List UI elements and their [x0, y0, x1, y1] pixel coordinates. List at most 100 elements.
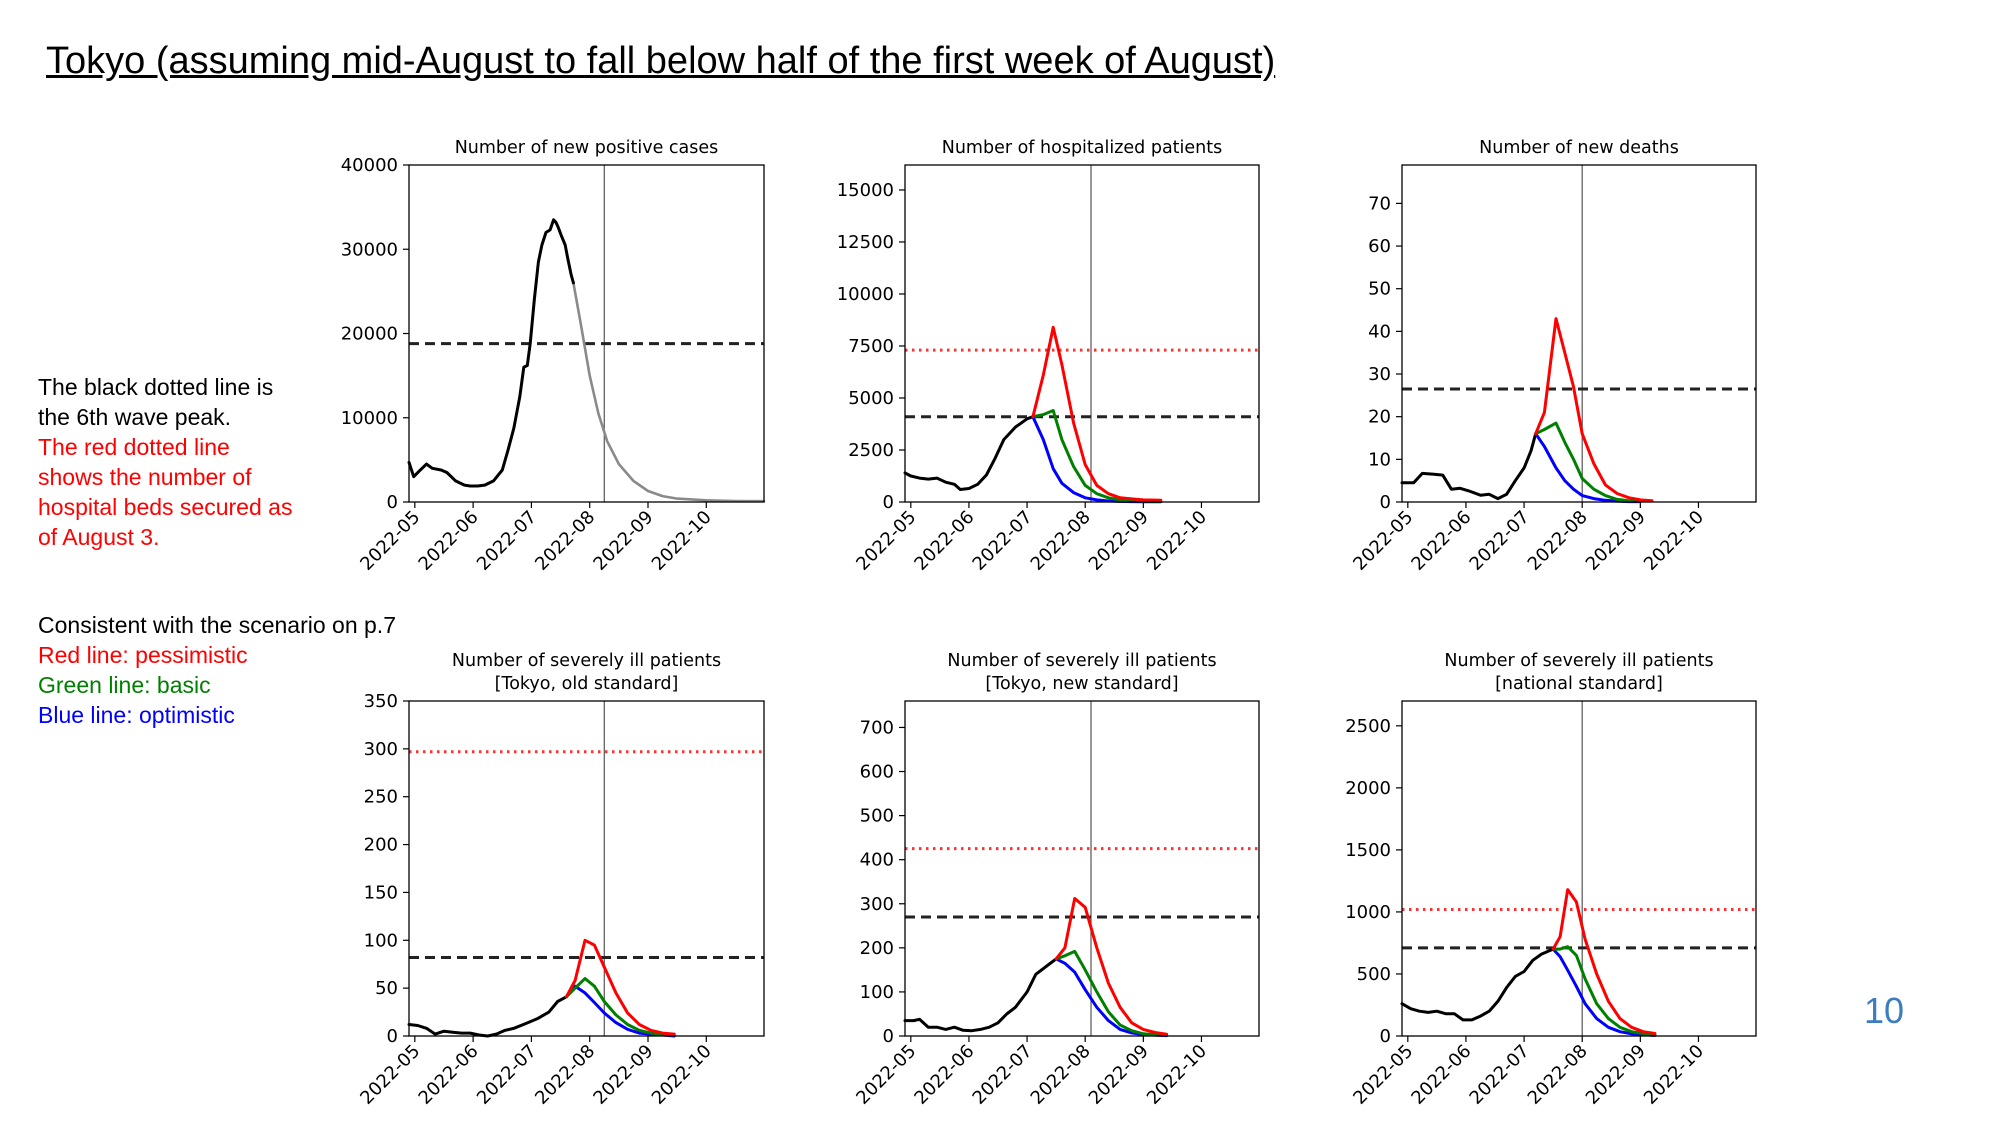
observed-series-line [903, 415, 1035, 491]
y-tick-label: 2000 [1345, 778, 1391, 799]
x-tick-label: 2022-06 [910, 507, 978, 575]
y-tick-label: 0 [1380, 1026, 1391, 1047]
chart-title: Number of severely ill patients [452, 651, 721, 671]
plot-frame [904, 164, 1260, 503]
x-tick-label: 2022-08 [1027, 507, 1095, 575]
x-tick-label: 2022-06 [1407, 1041, 1475, 1109]
y-tick-label: 20000 [341, 324, 398, 345]
x-tick-label: 2022-07 [1466, 1041, 1534, 1109]
y-tick-label: 300 [364, 739, 398, 760]
y-tick-label: 40 [1368, 321, 1391, 342]
chart-panel: Number of severely ill patients [Tokyo, n… [852, 651, 1260, 1109]
x-tick-label: 2022-05 [852, 507, 920, 575]
x-tick-label: 2022-10 [1143, 507, 1211, 575]
y-tick-label: 0 [387, 492, 398, 513]
y-tick-label: 30000 [341, 239, 398, 260]
chart-title: [national standard] [1495, 674, 1663, 694]
y-tick-label: 350 [364, 691, 398, 712]
note-line: Red line: pessimistic [38, 642, 248, 668]
x-tick-label: 2022-09 [1582, 1041, 1650, 1109]
x-tick-label: 2022-09 [589, 1041, 657, 1109]
chart-title: Number of new deaths [1479, 138, 1679, 158]
y-tick-label: 12500 [837, 232, 894, 253]
y-tick-label: 40000 [341, 155, 398, 176]
pessimistic-series-line [1551, 888, 1657, 1035]
x-tick-label: 2022-06 [415, 1041, 483, 1109]
y-tick-label: 10000 [341, 408, 398, 429]
basic-series-line [1534, 421, 1642, 503]
x-tick-label: 2022-09 [1085, 507, 1153, 575]
y-tick-label: 500 [860, 806, 894, 827]
y-tick-label: 700 [860, 717, 894, 738]
note-line: Blue line: optimistic [38, 702, 235, 728]
x-tick-label: 2022-07 [473, 507, 541, 575]
y-tick-label: 100 [364, 930, 398, 951]
x-tick-label: 2022-10 [648, 507, 716, 575]
x-tick-label: 2022-07 [969, 507, 1037, 575]
x-tick-label: 2022-05 [852, 1041, 920, 1109]
x-tick-label: 2022-09 [1582, 507, 1650, 575]
chart-title: [Tokyo, old standard] [495, 674, 679, 694]
slide-title: Tokyo (assuming mid-August to fall below… [46, 40, 1276, 82]
projection-series-line [572, 281, 766, 503]
y-tick-label: 0 [387, 1026, 398, 1047]
x-tick-label: 2022-05 [356, 507, 424, 575]
chart-panel: Number of severely ill patients [Tokyo, o… [356, 651, 765, 1109]
observed-series-line [1400, 947, 1555, 1022]
x-tick-label: 2022-05 [356, 1041, 424, 1109]
y-tick-label: 500 [1357, 964, 1391, 985]
x-tick-label: 2022-10 [1640, 507, 1708, 575]
y-tick-label: 100 [860, 982, 894, 1003]
x-tick-label: 2022-08 [1027, 1041, 1095, 1109]
note-line: of August 3. [38, 524, 160, 550]
page-number: 10 [1864, 990, 1905, 1031]
x-tick-label: 2022-08 [1524, 1041, 1592, 1109]
y-tick-label: 60 [1368, 236, 1391, 257]
x-tick-label: 2022-05 [1349, 1041, 1417, 1109]
chart-panel: Number of severely ill patients [national… [1345, 651, 1757, 1109]
x-tick-label: 2022-10 [1640, 1041, 1708, 1109]
y-tick-label: 0 [1380, 492, 1391, 513]
x-tick-label: 2022-10 [648, 1041, 716, 1109]
y-tick-label: 50 [1368, 279, 1391, 300]
y-tick-label: 0 [883, 1026, 894, 1047]
y-tick-label: 30 [1368, 364, 1391, 385]
y-tick-label: 600 [860, 762, 894, 783]
x-tick-label: 2022-09 [1085, 1041, 1153, 1109]
observed-series-line [407, 995, 568, 1038]
x-tick-label: 2022-06 [415, 507, 483, 575]
x-tick-label: 2022-10 [1143, 1041, 1211, 1109]
pessimistic-series-line [1031, 325, 1163, 502]
legend-note-scenarios: Consistent with the scenario on p.7 Red l… [38, 610, 396, 730]
y-tick-label: 15000 [837, 180, 894, 201]
optimistic-series-line [1031, 415, 1163, 504]
plot-frame [1401, 164, 1757, 503]
y-tick-label: 1500 [1345, 840, 1391, 861]
plot-frame [1401, 700, 1757, 1037]
optimistic-series-line [1054, 957, 1169, 1038]
note-line: The red dotted line [38, 434, 230, 460]
basic-series-line [1551, 945, 1657, 1037]
y-tick-label: 250 [364, 787, 398, 808]
basic-series-line [564, 977, 676, 1037]
x-tick-label: 2022-06 [910, 1041, 978, 1109]
y-tick-label: 300 [860, 894, 894, 915]
pessimistic-series-line [1534, 317, 1654, 503]
x-tick-label: 2022-05 [1349, 507, 1417, 575]
observed-series-line [903, 957, 1058, 1033]
x-tick-label: 2022-08 [1524, 507, 1592, 575]
chart-title: [Tokyo, new standard] [985, 674, 1178, 694]
optimistic-series-line [1551, 947, 1657, 1037]
pessimistic-series-line [1054, 897, 1169, 1036]
y-tick-label: 10 [1368, 449, 1391, 470]
y-tick-label: 150 [364, 882, 398, 903]
note-line: The black dotted line is [38, 374, 274, 400]
y-tick-label: 70 [1368, 193, 1391, 214]
y-tick-label: 200 [364, 835, 398, 856]
pessimistic-series-line [564, 938, 676, 1036]
optimistic-series-line [1534, 432, 1642, 504]
plot-frame [408, 700, 765, 1037]
y-tick-label: 20 [1368, 407, 1391, 428]
basic-series-line [1054, 949, 1169, 1037]
chart-panel: Number of new deaths 0 10 20 30 40 50 60 70 2022-… [1349, 138, 1757, 575]
